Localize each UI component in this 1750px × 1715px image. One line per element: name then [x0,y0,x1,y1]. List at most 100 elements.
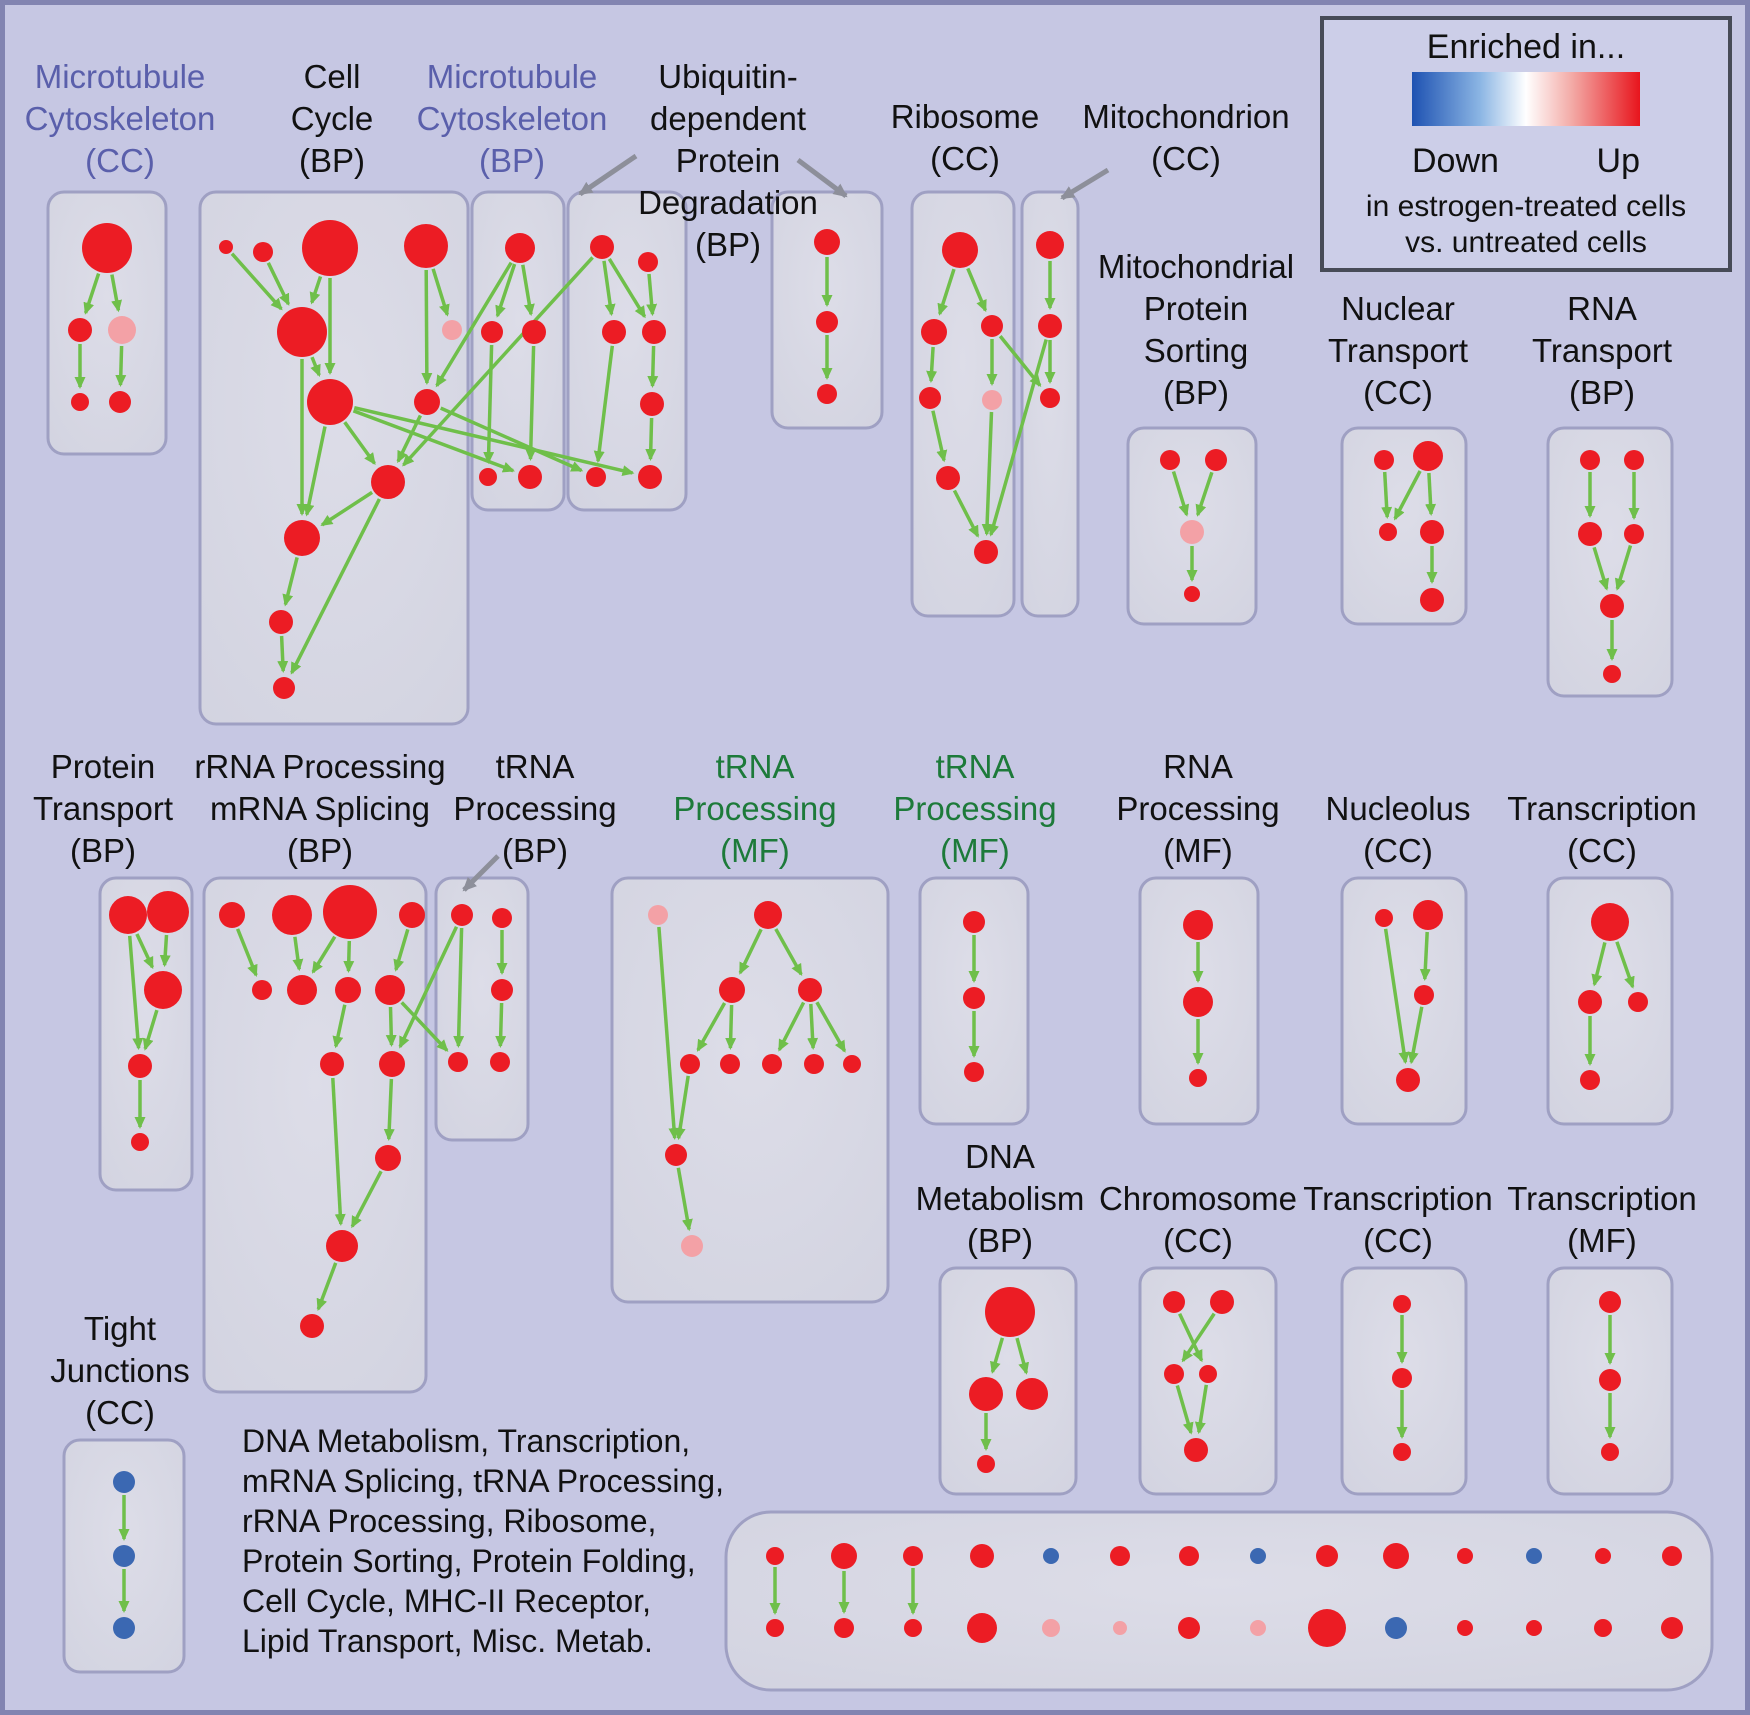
go-term-node [638,252,658,272]
go-term-node [638,465,662,489]
go-term-node [1580,450,1600,470]
cluster-label-transcription-cc-lower: Transcription [1303,1180,1493,1217]
go-term-node [1210,1290,1234,1314]
go-term-node [590,235,614,259]
go-term-node [974,540,998,564]
go-term-node [1184,1438,1208,1462]
go-term-node [284,520,320,556]
go-term-node [586,467,606,487]
go-term-node [1580,1070,1600,1090]
edge-arrow [400,1001,449,1052]
edge-arrow [1425,472,1437,516]
go-term-node [219,902,245,928]
go-term-node [963,987,985,1009]
go-term-node [404,224,448,268]
go-term-node [754,901,782,929]
cluster-label-mitochondrial-protein-sorting-bp: Protein [1144,290,1249,327]
edge-arrow [981,411,994,536]
go-term-node [921,319,947,345]
cluster-label-rna-processing-mf: Processing [1116,790,1279,827]
go-term-node [272,895,312,935]
edge-arrow [607,257,647,319]
go-term-node [985,1287,1035,1337]
cluster-label-trna-processing-bp: (BP) [502,832,568,869]
go-term-node [981,315,1003,337]
edge-arrow [1407,1006,1424,1065]
cluster-label-cell-cycle-bp: Cell [304,58,361,95]
cluster-box-nuclear-transport-cc [1340,426,1468,626]
cluster-label-trna-processing-mf-large: (MF) [720,832,790,869]
go-term-node [1393,1443,1411,1461]
edge-arrow [988,339,1048,537]
go-term-node [113,1545,135,1567]
cluster-label-protein-transport-bp: Transport [33,790,173,827]
annotation-arrow [796,158,848,198]
cluster-label-dna-metabolism-bp: (BP) [967,1222,1033,1259]
edge-arrow [931,410,948,463]
cluster-label-microtubule-cytoskeleton-cc: Cytoskeleton [25,100,216,137]
edge-arrow [483,344,495,464]
cluster-label-dna-metabolism-bp: DNA [965,1138,1035,1175]
edge-arrow [320,490,374,527]
go-term-node [1595,1548,1611,1564]
cluster-label-cell-cycle-bp: Cycle [291,100,374,137]
cluster-label-trna-processing-bp: tRNA [496,748,575,785]
edge-arrow [311,935,337,974]
edge-arrow [277,635,289,673]
go-term-node [1184,586,1200,602]
edge-arrow [1195,471,1214,517]
edge-arrow [966,267,988,313]
edge-arrow [350,1170,383,1229]
cluster-label-chromosome-cc: (CC) [1163,1222,1233,1259]
legend-subtitle-line1: in estrogen-treated cells [1366,190,1686,223]
cluster-label-ubiquitin-degradation-left: (BP) [695,226,761,263]
edge-arrow [738,928,763,975]
edge-arrow [990,1337,1005,1374]
go-term-node [1526,1548,1542,1564]
go-term-node [82,223,132,273]
go-term-node [942,232,978,268]
go-term-node [1662,1546,1682,1566]
go-term-node [1178,1617,1200,1639]
go-term-node [680,1054,700,1074]
go-term-node [1043,1548,1059,1564]
go-term-node [219,240,233,254]
cluster-label-rna-transport-bp: (BP) [1569,374,1635,411]
misc-list-line-1: DNA Metabolism, Transcription, [242,1423,690,1459]
legend-title: Enriched in... [1427,28,1625,66]
go-term-node [1661,1617,1683,1639]
go-term-node [834,1618,854,1638]
edge-arrow [135,933,154,970]
go-term-node [335,977,361,1003]
cluster-label-cell-cycle-bp: (BP) [299,142,365,179]
edge-arrow [83,273,101,315]
cluster-label-trna-processing-mf-small: tRNA [936,748,1015,785]
edge-arrow [142,1009,159,1051]
go-term-node [1308,1609,1346,1647]
go-term-node [1199,1365,1217,1383]
cluster-label-microtubule-cytoskeleton-bp: Cytoskeleton [417,100,608,137]
go-term-node [442,320,462,340]
cluster-label-tight-junctions-cc: (CC) [85,1394,155,1431]
go-term-node [642,320,666,344]
edge-arrow [453,927,465,1048]
go-term-node [287,975,317,1005]
edge-arrow [774,928,803,977]
go-term-node [1110,1546,1130,1566]
edge-arrow [1381,471,1393,519]
cluster-box-transcription-cc-upper [1546,876,1674,1126]
edge-arrow [645,417,657,461]
cluster-label-nuclear-transport-cc: (CC) [1363,374,1433,411]
edge-arrow [1181,1312,1216,1363]
edge-arrow [398,926,459,1049]
go-term-node [448,1052,468,1072]
go-term-node [1016,1378,1048,1410]
edge-arrow [926,346,938,383]
go-term-node [1163,1291,1185,1313]
go-term-node [1164,1364,1184,1384]
edge-arrow [421,269,433,385]
edge-arrow [495,1002,507,1048]
cluster-label-ubiquitin-degradation-left: dependent [650,100,806,137]
annotation-arrow [462,854,500,892]
go-term-node [798,978,822,1002]
